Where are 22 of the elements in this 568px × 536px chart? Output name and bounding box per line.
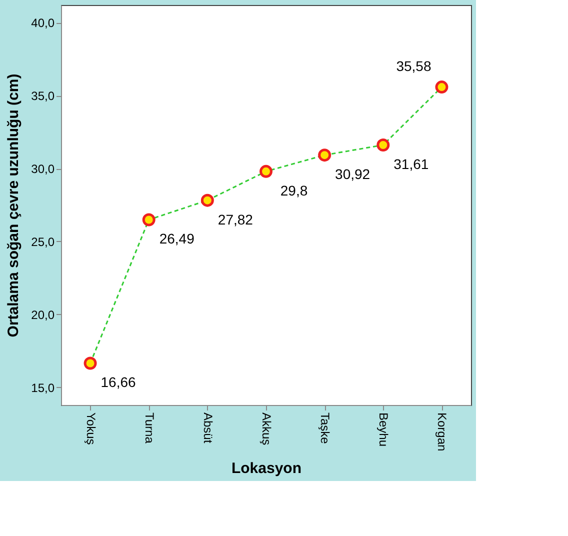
y-tick-label: 20,0 — [31, 308, 55, 322]
data-label: 30,92 — [335, 166, 370, 182]
y-tick-label: 15,0 — [31, 380, 55, 395]
x-tick-label: Korgan — [435, 412, 450, 452]
x-tick-label: Yokuş — [84, 412, 98, 445]
data-label: 35,58 — [396, 58, 432, 74]
y-axis-title: Ortalama soğan çevre uzunluğu (cm) — [5, 74, 22, 338]
x-tick-label: Taşke — [318, 412, 332, 444]
y-tick-label: 35,0 — [31, 89, 55, 104]
x-tick-label: Beyhu — [376, 412, 391, 447]
y-tick-label: 40,0 — [31, 16, 55, 30]
y-tick-label: 25,0 — [31, 234, 55, 249]
x-tick-label: Absüt — [200, 412, 215, 444]
data-label: 31,61 — [394, 156, 429, 172]
x-tick-label: Turna — [142, 412, 156, 444]
data-label: 16,66 — [100, 374, 136, 390]
x-axis-title: Lokasyon — [231, 460, 302, 478]
x-tick-label: Akkuş — [260, 412, 274, 446]
data-label: 26,49 — [159, 230, 195, 247]
data-label: 29,8 — [280, 182, 308, 198]
data-label: 27,82 — [218, 211, 254, 228]
y-tick-label: 30,0 — [31, 162, 55, 176]
